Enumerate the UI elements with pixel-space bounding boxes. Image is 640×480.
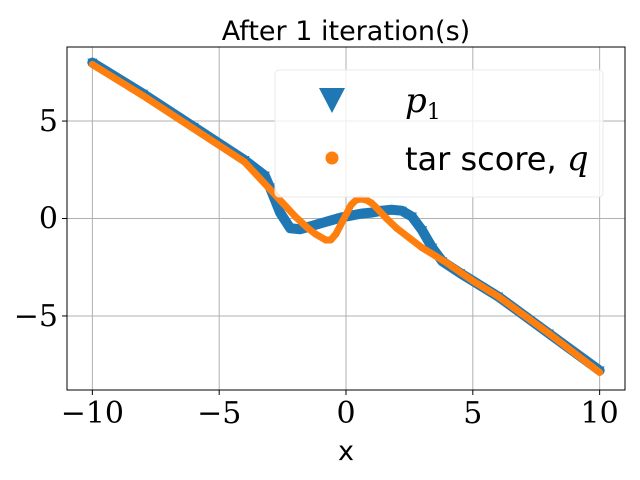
data-point (366, 208, 377, 218)
data-point (325, 216, 336, 226)
chart-title: After 1 iteration(s) (222, 16, 470, 47)
data-point (367, 199, 375, 207)
data-point (393, 224, 401, 232)
data-point (337, 220, 345, 228)
legend-label-math: p (405, 81, 427, 121)
legend-label-subscript: 1 (427, 100, 441, 125)
data-point (494, 292, 502, 300)
data-point (266, 185, 274, 193)
legend-label-text: tar score, (405, 140, 567, 178)
legend-marker-triangle (319, 88, 345, 113)
data-point (190, 125, 198, 133)
y-tick-label: −5 (14, 299, 58, 334)
legend-marker-circle (325, 151, 339, 165)
data-point (259, 171, 270, 181)
data-point (315, 219, 326, 229)
y-tick-label: 0 (39, 202, 58, 237)
data-point (332, 230, 340, 238)
data-point (241, 158, 249, 166)
data-point (443, 259, 451, 267)
data-point (342, 211, 350, 219)
data-point (372, 204, 380, 212)
data-point (427, 243, 438, 253)
data-point (322, 236, 330, 244)
series-tar-score-q (88, 61, 604, 376)
data-point (596, 368, 604, 376)
data-point (285, 224, 296, 234)
x-tick-label: 10 (581, 396, 619, 431)
tick-layer: −10 −5 0 5 10 −5 0 5 (14, 104, 619, 431)
x-tick-label: 5 (463, 396, 482, 431)
data-point (304, 224, 312, 232)
x-tick-label: −10 (61, 396, 124, 431)
data-point (275, 208, 286, 218)
data-point (406, 212, 417, 222)
legend: p1 tar score, q (274, 69, 604, 198)
data-point (431, 252, 439, 260)
data-point (291, 213, 299, 221)
data-point (545, 329, 553, 337)
data-point (327, 236, 335, 244)
y-tick-label: 5 (39, 104, 58, 139)
data-point (88, 61, 96, 69)
data-point (312, 230, 320, 238)
data-point (347, 201, 355, 209)
data-point (386, 205, 397, 215)
series-layer (87, 57, 605, 376)
data-point (383, 215, 391, 222)
data-point (356, 209, 367, 219)
data-point (279, 199, 287, 207)
data-point (362, 196, 370, 204)
legend-label-math: q (567, 139, 589, 179)
legend-label: tar score, q (405, 139, 589, 179)
x-tick-label: 0 (336, 396, 355, 431)
x-axis-label: x (338, 436, 354, 467)
data-point (396, 206, 407, 216)
data-point (417, 226, 428, 236)
data-point (139, 92, 147, 100)
data-point (405, 234, 413, 242)
legend-label: p1 (405, 81, 441, 125)
legend-box (274, 69, 604, 198)
data-point (418, 244, 426, 252)
x-tick-label: −5 (197, 396, 241, 431)
data-point (469, 277, 477, 285)
